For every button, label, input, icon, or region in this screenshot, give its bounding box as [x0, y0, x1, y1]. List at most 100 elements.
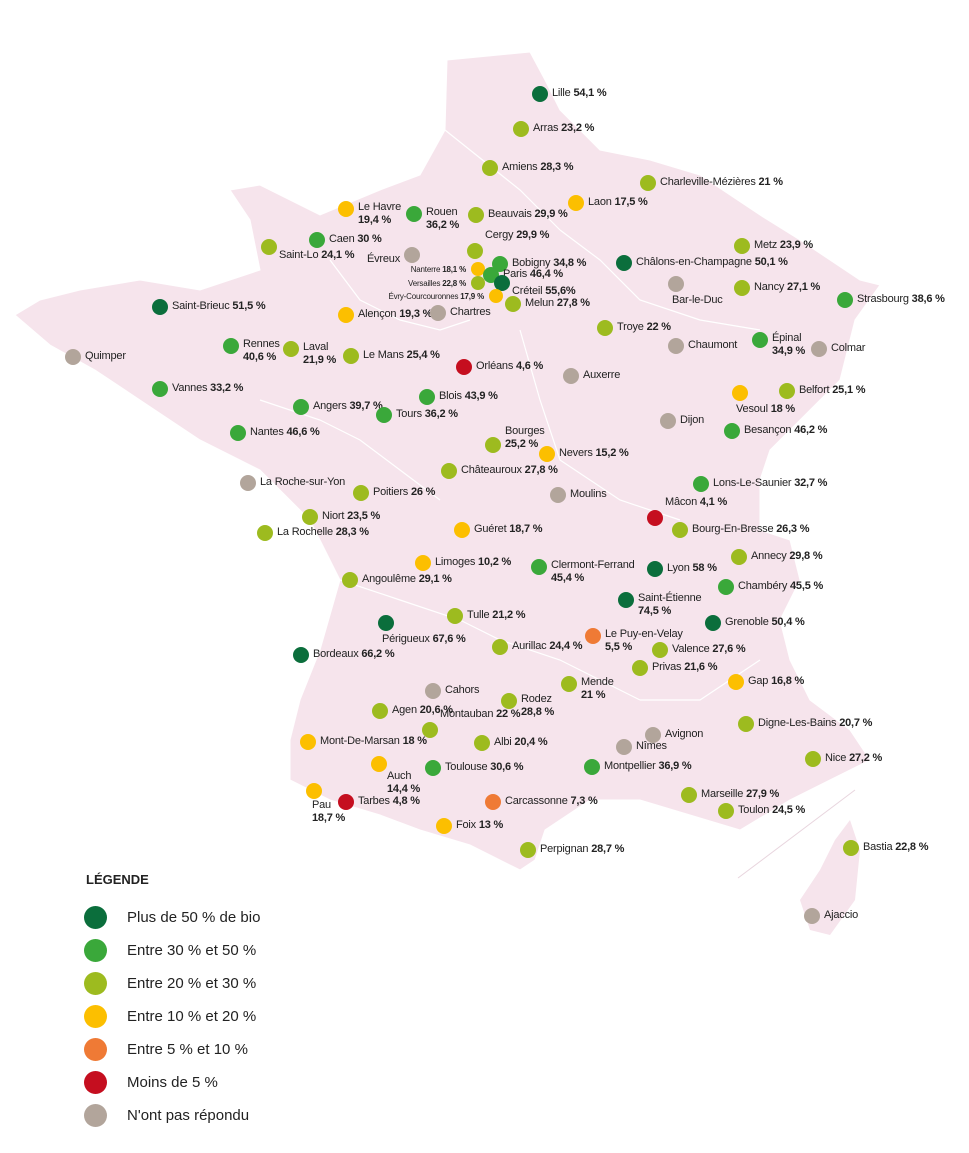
city-percentage: 19,4 % [358, 214, 392, 226]
city-name: Saint-Brieuc [172, 300, 230, 312]
city-name: Valence [672, 643, 710, 655]
city-name: Nice [825, 752, 847, 764]
city-percentage: 66,2 % [361, 648, 395, 660]
city-marker-rennes [223, 338, 239, 354]
city-marker-angouleme [342, 572, 358, 588]
city-marker-chalons-en-champagne [616, 255, 632, 271]
city-name: Moulins [570, 488, 607, 500]
city-percentage: 20,7 % [839, 717, 873, 729]
city-percentage: 23,9 % [779, 239, 813, 251]
city-marker-chaumont [668, 338, 684, 354]
city-percentage: 4,8 % [392, 795, 420, 807]
city-label-auxerre: Auxerre [583, 369, 620, 382]
city-label-gueret: Guéret 18,7 % [474, 523, 543, 536]
city-percentage: 20,6 % [419, 704, 453, 716]
city-name: Montauban [440, 708, 494, 720]
city-label-arras: Arras 23,2 % [533, 122, 594, 135]
city-marker-dijon [660, 413, 676, 429]
legend-swatch [84, 905, 107, 929]
city-marker-lyon [647, 561, 663, 577]
city-marker-laon [568, 195, 584, 211]
city-marker-pau [306, 783, 322, 799]
city-name: Belfort [799, 384, 830, 396]
city-percentage: 29,9 % [534, 208, 568, 220]
city-percentage: 27,8 % [524, 464, 558, 476]
city-label-perpignan: Perpignan 28,7 % [540, 843, 624, 856]
city-name: Arras [533, 122, 559, 134]
city-percentage: 30 % [357, 233, 382, 245]
city-name: Tarbes [358, 795, 390, 807]
city-name: Troye [617, 321, 644, 333]
city-label-carcassonne: Carcassonne 7,3 % [505, 795, 598, 808]
legend-swatch [84, 971, 107, 995]
city-marker-nice [805, 751, 821, 767]
city-label-laon: Laon 17,5 % [588, 196, 648, 209]
city-percentage: 16,8 % [771, 675, 805, 687]
city-marker-gap [728, 674, 744, 690]
city-marker-evry-courcouronnes [489, 289, 503, 303]
city-percentage: 18,1 % [442, 265, 466, 274]
city-marker-chateauroux [441, 463, 457, 479]
city-percentage: 19,3 % [399, 308, 433, 320]
city-name: Nanterre [410, 265, 441, 274]
city-marker-saint-brieuc [152, 299, 168, 315]
city-label-bourg-en-bresse: Bourg-En-Bresse 26,3 % [692, 523, 809, 536]
city-label-tarbes: Tarbes 4,8 % [358, 795, 420, 808]
legend-item-30-50: Entre 30 % et 50 % [84, 938, 256, 962]
city-name: Aurillac [512, 640, 547, 652]
city-label-chalons-en-champagne: Châlons-en-Champagne 50,1 % [636, 256, 788, 269]
city-marker-tulle [447, 608, 463, 624]
city-name: Épinal [772, 332, 802, 344]
city-name: Alençon [358, 308, 397, 320]
city-name: Vannes [172, 382, 208, 394]
city-name: Bobigny [512, 257, 551, 269]
city-name: Chartres [450, 306, 491, 318]
city-label-rouen: Rouen 36,2 % [426, 206, 459, 232]
city-marker-bar-le-duc [668, 276, 684, 292]
city-name: Colmar [831, 342, 866, 354]
city-label-quimper: Quimper [85, 350, 126, 363]
city-name: Caen [329, 233, 355, 245]
city-percentage: 45,5 % [790, 580, 824, 592]
city-label-montauban: Montauban 22 % [440, 708, 521, 721]
city-percentage: 38,6 % [911, 293, 945, 305]
city-label-mende: Mende 21 % [581, 676, 614, 702]
city-percentage: 27,9 % [746, 788, 780, 800]
city-marker-poitiers [353, 485, 369, 501]
legend-item-gt50: Plus de 50 % de bio [84, 905, 260, 929]
city-percentage: 27,8 % [556, 297, 590, 309]
city-name: Vesoul [736, 403, 768, 415]
city-label-foix: Foix 13 % [456, 819, 503, 832]
city-label-le-havre: Le Havre 19,4 % [358, 201, 401, 227]
legend-swatch [84, 1070, 107, 1094]
city-name: Chaumont [688, 339, 738, 351]
city-label-grenoble: Grenoble 50,4 % [725, 616, 805, 629]
city-name: Le Mans [363, 349, 404, 361]
city-marker-bourg-en-bresse [672, 522, 688, 538]
city-label-annecy: Annecy 29,8 % [751, 550, 823, 563]
city-percentage: 28,8 % [521, 706, 555, 718]
city-label-charleville-mezieres: Charleville-Mézières 21 % [660, 176, 783, 189]
city-percentage: 51,5 % [232, 300, 266, 312]
city-percentage: 34,8 % [553, 257, 587, 269]
city-percentage: 18,7 % [509, 523, 543, 535]
city-label-chartres: Chartres [450, 306, 491, 319]
city-name: Charleville-Mézières [660, 176, 756, 188]
city-label-paris: Paris 46,4 % [503, 268, 563, 281]
city-label-chaumont: Chaumont [688, 339, 737, 352]
city-name: La Rochelle [277, 526, 333, 538]
city-percentage: 14,4 % [387, 783, 421, 795]
city-label-valence: Valence 27,6 % [672, 643, 746, 656]
city-name: Mont-De-Marsan [320, 735, 400, 747]
city-percentage: 50,1 % [754, 256, 788, 268]
city-name: Digne-Les-Bains [758, 717, 837, 729]
city-name: Angoulême [362, 573, 416, 585]
city-label-vannes: Vannes 33,2 % [172, 382, 243, 395]
city-percentage: 4,6 % [515, 360, 544, 372]
city-marker-saint-lo [261, 239, 277, 255]
city-label-pau: Pau 18,7 % [312, 799, 345, 825]
city-label-bordeaux: Bordeaux 66,2 % [313, 648, 395, 661]
city-percentage: 43,9 % [464, 390, 498, 402]
city-percentage: 5,5 % [605, 641, 633, 653]
city-label-ajaccio: Ajaccio [824, 909, 858, 922]
